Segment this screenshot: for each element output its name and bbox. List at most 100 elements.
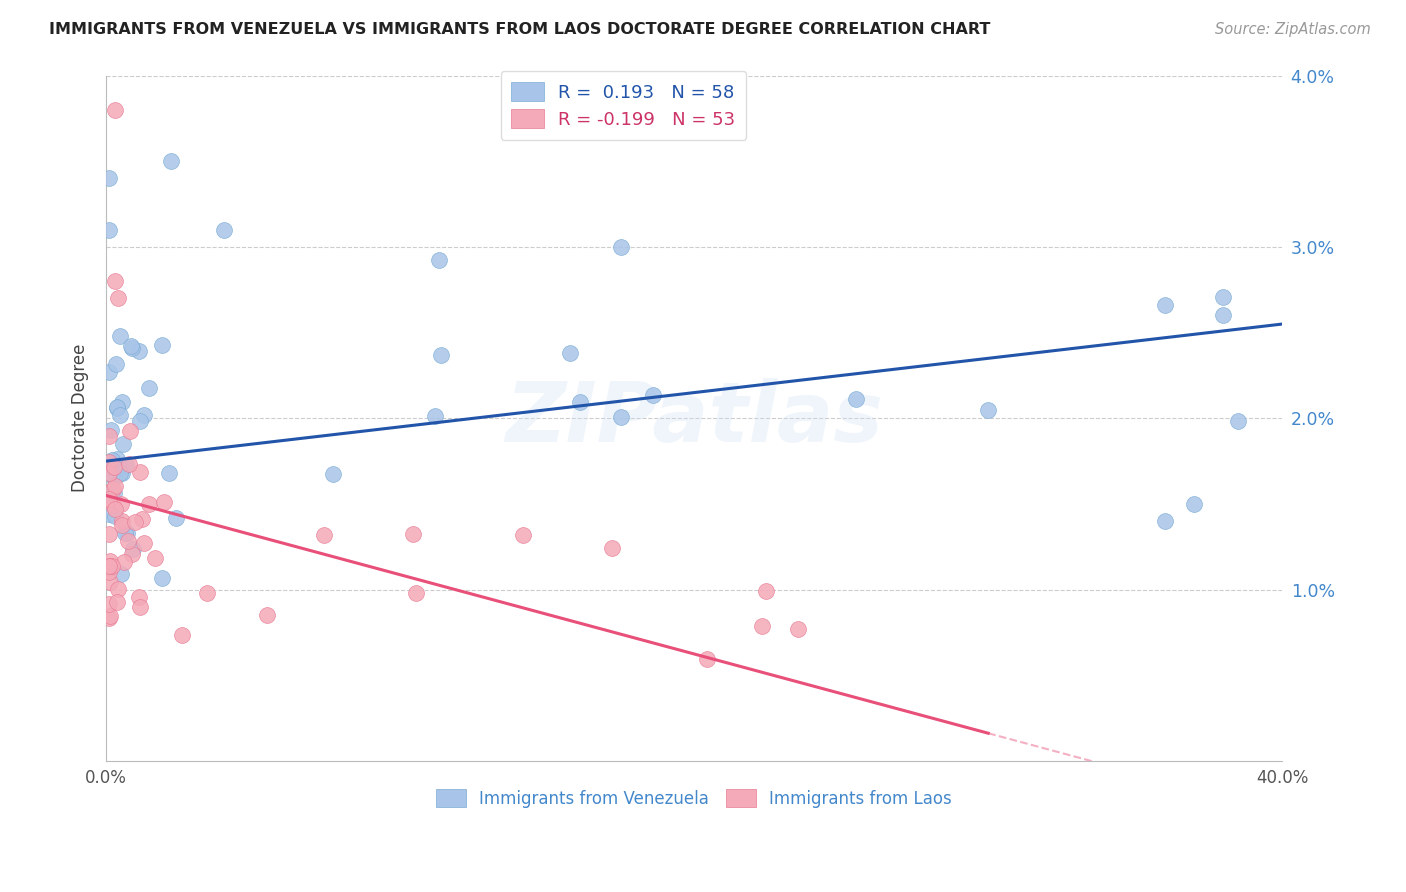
- Point: [755, 583, 778, 598]
- Point: [98, 559, 121, 574]
- Y-axis label: Doctorate Degree: Doctorate Degree: [72, 344, 89, 492]
- Point: [97, 526, 120, 541]
- Text: Source: ZipAtlas.com: Source: ZipAtlas.com: [1215, 22, 1371, 37]
- Point: [128, 600, 150, 615]
- Point: [512, 528, 534, 542]
- Legend: Immigrants from Venezuela, Immigrants from Laos: Immigrants from Venezuela, Immigrants fr…: [429, 782, 959, 814]
- Point: [100, 453, 122, 467]
- Point: [97, 428, 120, 442]
- Point: [111, 394, 134, 409]
- Point: [108, 328, 131, 343]
- Point: [322, 467, 344, 481]
- Point: [138, 497, 160, 511]
- Point: [117, 534, 139, 549]
- Point: [110, 459, 132, 474]
- Point: [104, 479, 127, 493]
- Point: [111, 518, 134, 533]
- Point: [97, 597, 120, 611]
- Point: [104, 509, 127, 524]
- Point: [1182, 497, 1205, 511]
- Point: [117, 526, 139, 541]
- Point: [97, 365, 120, 379]
- Point: [107, 582, 129, 596]
- Point: [405, 586, 427, 600]
- Point: [103, 460, 125, 475]
- Point: [105, 452, 128, 467]
- Point: [101, 467, 124, 481]
- Point: [104, 502, 127, 516]
- Point: [609, 410, 631, 425]
- Point: [103, 486, 125, 500]
- Point: [170, 628, 193, 642]
- Point: [98, 553, 121, 567]
- Point: [97, 171, 120, 186]
- Point: [121, 542, 143, 557]
- Point: [104, 274, 127, 288]
- Point: [103, 471, 125, 485]
- Point: [110, 566, 132, 581]
- Point: [212, 223, 235, 237]
- Point: [115, 458, 138, 472]
- Point: [105, 357, 128, 371]
- Point: [101, 482, 124, 496]
- Point: [105, 595, 128, 609]
- Point: [124, 515, 146, 529]
- Text: ZIPatlas: ZIPatlas: [505, 378, 883, 458]
- Point: [98, 467, 121, 481]
- Point: [118, 457, 141, 471]
- Point: [423, 409, 446, 424]
- Point: [1153, 298, 1175, 312]
- Point: [128, 344, 150, 359]
- Point: [256, 607, 278, 622]
- Point: [112, 437, 135, 451]
- Point: [787, 622, 810, 636]
- Point: [157, 466, 180, 480]
- Point: [100, 574, 122, 589]
- Point: [97, 223, 120, 237]
- Point: [641, 388, 664, 402]
- Point: [165, 510, 187, 524]
- Point: [609, 240, 631, 254]
- Point: [121, 341, 143, 355]
- Point: [107, 291, 129, 305]
- Point: [150, 337, 173, 351]
- Point: [1212, 290, 1234, 304]
- Point: [560, 346, 582, 360]
- Point: [114, 525, 136, 540]
- Point: [312, 528, 335, 542]
- Point: [104, 103, 127, 117]
- Point: [97, 508, 120, 522]
- Point: [97, 492, 120, 507]
- Point: [97, 455, 120, 469]
- Point: [1227, 414, 1250, 428]
- Point: [112, 555, 135, 569]
- Point: [128, 465, 150, 479]
- Point: [108, 466, 131, 480]
- Point: [134, 408, 156, 422]
- Point: [129, 414, 152, 428]
- Text: IMMIGRANTS FROM VENEZUELA VS IMMIGRANTS FROM LAOS DOCTORATE DEGREE CORRELATION C: IMMIGRANTS FROM VENEZUELA VS IMMIGRANTS …: [49, 22, 991, 37]
- Point: [131, 512, 153, 526]
- Point: [120, 425, 142, 439]
- Point: [1212, 309, 1234, 323]
- Point: [100, 559, 122, 574]
- Point: [98, 466, 121, 480]
- Point: [110, 408, 132, 422]
- Point: [430, 348, 453, 362]
- Point: [195, 586, 218, 600]
- Point: [101, 498, 124, 512]
- Point: [110, 514, 132, 528]
- Point: [600, 541, 623, 555]
- Point: [1153, 514, 1175, 528]
- Point: [153, 495, 176, 509]
- Point: [138, 380, 160, 394]
- Point: [100, 424, 122, 438]
- Point: [120, 339, 142, 353]
- Point: [977, 403, 1000, 417]
- Point: [105, 401, 128, 415]
- Point: [845, 392, 868, 406]
- Point: [121, 547, 143, 561]
- Point: [134, 536, 156, 550]
- Point: [111, 466, 134, 480]
- Point: [751, 619, 773, 633]
